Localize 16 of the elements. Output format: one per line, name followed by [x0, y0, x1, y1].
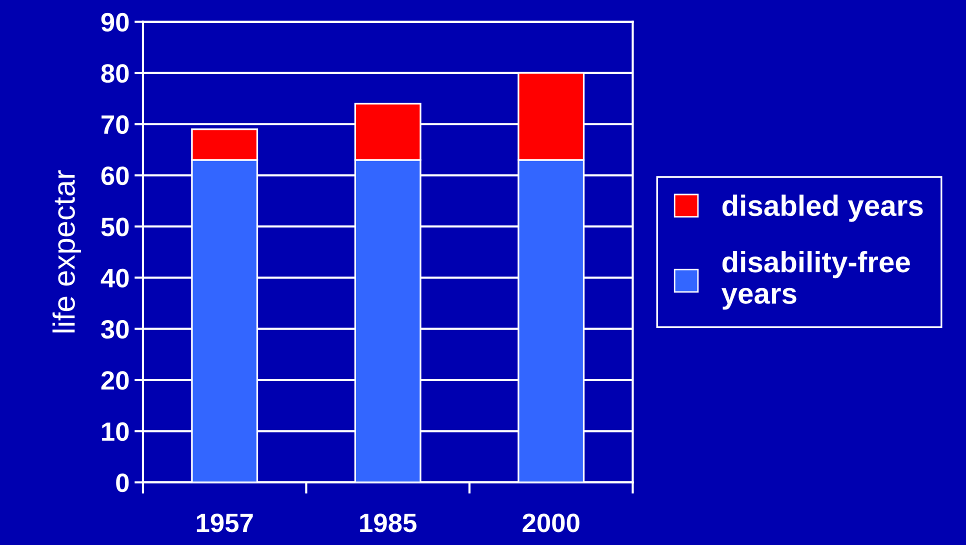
y-tick-label: 40 [100, 268, 129, 288]
y-axis-title: life expectar [52, 170, 81, 332]
y-tick-label: 20 [101, 371, 129, 390]
x-tick-label: 2000 [522, 514, 580, 532]
y-tick-label: 50 [101, 218, 129, 236]
y-tick-label: 60 [101, 166, 129, 186]
y-tick-label: 10 [102, 422, 129, 441]
x-tick-label: 1957 [196, 514, 253, 532]
y-tick-label: 30 [101, 320, 129, 339]
legend-label: disability-free years [722, 251, 910, 310]
y-tick-label: 0 [116, 473, 129, 492]
x-tick-label: 1985 [360, 514, 416, 532]
y-tick-label: 70 [102, 115, 129, 134]
y-tick-label: 80 [101, 64, 129, 83]
legend-label: disabled years [722, 194, 923, 222]
y-tick-label: 90 [101, 12, 129, 32]
